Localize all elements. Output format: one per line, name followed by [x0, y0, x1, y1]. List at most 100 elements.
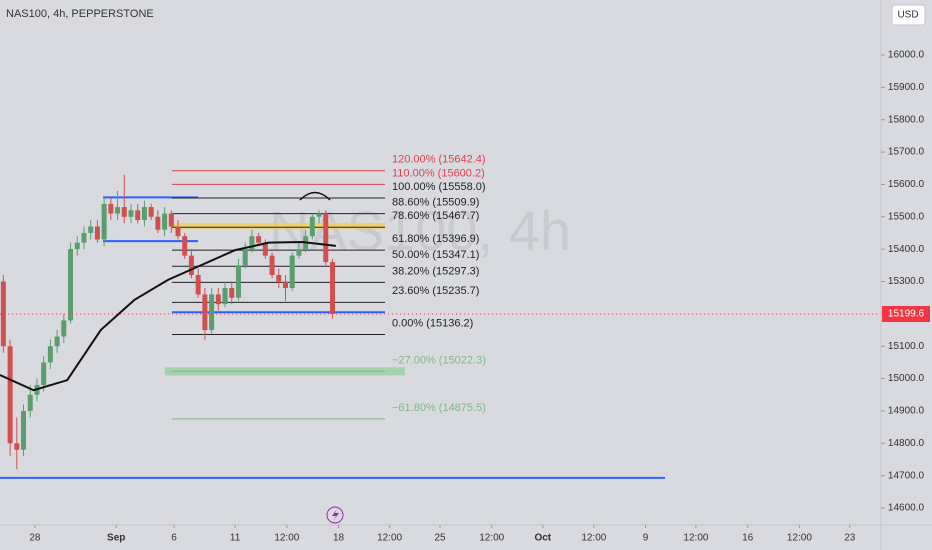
candle-body — [54, 336, 60, 347]
arc-drawing — [299, 191, 331, 201]
event-icon[interactable] — [326, 506, 344, 524]
candle-body — [121, 207, 127, 217]
y-tick-label: 15700.0 — [888, 147, 925, 158]
candle-body — [21, 410, 27, 450]
x-tick-label: 12:00 — [479, 533, 504, 544]
x-tick-label: 23 — [844, 533, 856, 544]
candle-body — [209, 294, 215, 331]
candle-body — [61, 320, 67, 337]
candle-body — [162, 213, 168, 230]
candle-body — [128, 210, 134, 217]
candle-body — [262, 242, 268, 256]
y-tick-label: 16000.0 — [888, 50, 925, 61]
fib-label: −61.80% (14875.5) — [392, 402, 486, 414]
x-tick-label: 9 — [643, 533, 649, 544]
candle-body — [195, 275, 201, 295]
plot: 120.00% (15642.4)110.00% (15600.2) 100.00… — [0, 154, 880, 479]
x-tick-label: Oct — [534, 533, 551, 544]
last-price-box — [882, 305, 930, 322]
y-tick-label: 14800.0 — [888, 438, 925, 449]
candle-body — [0, 281, 6, 347]
fib-label: 78.60% (15467.7) — [392, 210, 479, 222]
x-tick-label: 12:00 — [377, 533, 402, 544]
x-tick-label: 12:00 — [581, 533, 606, 544]
y-tick-label: 15300.0 — [888, 276, 925, 287]
fib-label: 88.60% (15509.9) — [392, 196, 479, 208]
fib-label: 120.00% (15642.4) — [392, 154, 486, 166]
fib-label: −27.00% (15022.3) — [392, 354, 486, 366]
candle-body — [68, 249, 74, 321]
currency-label[interactable]: USD — [897, 10, 918, 21]
chart-title: NAS100, 4h, PEPPERSTONE — [6, 8, 154, 20]
x-tick-label: 6 — [171, 533, 177, 544]
x-tick-label: 18 — [333, 533, 345, 544]
candle-body — [215, 294, 221, 305]
y-tick-label: 15000.0 — [888, 373, 925, 384]
candle-body — [14, 443, 20, 450]
fib-label: 61.80% (15396.9) — [392, 233, 479, 245]
candle-body — [168, 213, 174, 227]
y-tick-label: 14900.0 — [888, 406, 925, 417]
candle-body — [202, 294, 208, 331]
candle-body — [256, 236, 262, 243]
candle-body — [235, 265, 241, 298]
candle-body — [242, 249, 248, 266]
candle-body — [148, 207, 154, 217]
event-icon-bolt — [332, 509, 339, 521]
fib-label: 0.00% (15136.2) — [392, 317, 473, 329]
y-tick-label: 14700.0 — [888, 470, 925, 481]
y-tick-label: 14600.0 — [888, 503, 925, 514]
candle-body — [296, 249, 302, 256]
candle-body — [74, 242, 80, 250]
y-tick-label: 15400.0 — [888, 244, 925, 255]
x-tick-label: 16 — [742, 533, 754, 544]
candle-body — [135, 210, 141, 221]
fib-label: 110.00% (15600.2) — [392, 167, 485, 179]
candle-body — [115, 207, 121, 214]
last-price-label: 15199.6 — [888, 309, 925, 320]
candle-body — [323, 213, 329, 263]
x-tick-label: 25 — [434, 533, 446, 544]
candle-body — [289, 255, 295, 288]
candle-body — [27, 394, 33, 411]
y-tick-label: 15600.0 — [888, 179, 925, 190]
y-tick-label: 15800.0 — [888, 114, 925, 125]
candle-body — [88, 226, 94, 233]
candle-body — [309, 216, 315, 237]
x-tick-label: 12:00 — [274, 533, 299, 544]
candle-body — [175, 226, 181, 237]
highlight-band — [172, 222, 385, 229]
fib-label: 50.00% (15347.1) — [392, 249, 479, 261]
candle-body — [222, 287, 228, 305]
candle-body — [41, 362, 47, 386]
x-tick-label: 12:00 — [683, 533, 708, 544]
candle-body — [155, 216, 161, 230]
candle-body — [141, 207, 147, 221]
fib-label: 38.20% (15297.3) — [392, 265, 479, 277]
candle-body — [249, 236, 255, 250]
candle-body — [269, 255, 275, 276]
x-tick-label: Sep — [107, 533, 125, 544]
y-tick-label: 15500.0 — [888, 211, 925, 222]
x-tick-label: 12:00 — [787, 533, 812, 544]
currency-button[interactable] — [891, 4, 926, 26]
candle-body — [229, 287, 235, 298]
moving-average — [0, 241, 336, 392]
candle-body — [101, 203, 107, 240]
candle-body — [47, 346, 53, 363]
fib-label: 100.00% (15558.0) — [392, 181, 486, 193]
candle-body — [282, 281, 288, 288]
x-tick-label: 28 — [29, 533, 41, 544]
candle-body — [276, 275, 282, 282]
watermark: NAS100, 4h — [269, 199, 571, 262]
candle-body — [188, 255, 194, 276]
y-tick-label: 15100.0 — [888, 341, 925, 352]
candle-body — [316, 213, 322, 217]
candle-body — [94, 226, 100, 240]
candle-body — [330, 262, 336, 314]
y-tick-label: 15900.0 — [888, 82, 925, 93]
candle-body — [108, 203, 114, 214]
x-tick-label: 11 — [230, 533, 241, 544]
